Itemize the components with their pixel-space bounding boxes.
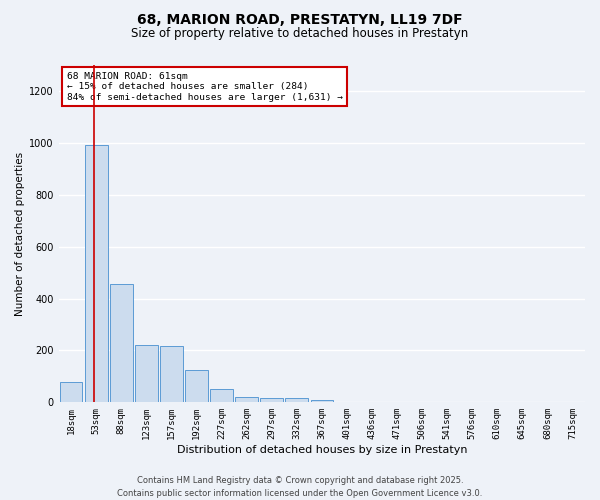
Bar [110,284,133,403]
Text: 68, MARION ROAD, PRESTATYN, LL19 7DF: 68, MARION ROAD, PRESTATYN, LL19 7DF [137,12,463,26]
Text: 68 MARION ROAD: 61sqm
← 15% of detached houses are smaller (284)
84% of semi-det: 68 MARION ROAD: 61sqm ← 15% of detached … [67,72,343,102]
Bar [60,382,82,402]
Bar [260,398,283,402]
Bar [185,370,208,402]
Text: Contains HM Land Registry data © Crown copyright and database right 2025.
Contai: Contains HM Land Registry data © Crown c… [118,476,482,498]
Bar [311,400,333,402]
Y-axis label: Number of detached properties: Number of detached properties [15,152,25,316]
X-axis label: Distribution of detached houses by size in Prestatyn: Distribution of detached houses by size … [176,445,467,455]
Bar [235,397,258,402]
Bar [286,398,308,402]
Bar [210,390,233,402]
Bar [135,345,158,403]
Bar [85,146,107,402]
Bar [160,346,183,403]
Text: Size of property relative to detached houses in Prestatyn: Size of property relative to detached ho… [131,28,469,40]
